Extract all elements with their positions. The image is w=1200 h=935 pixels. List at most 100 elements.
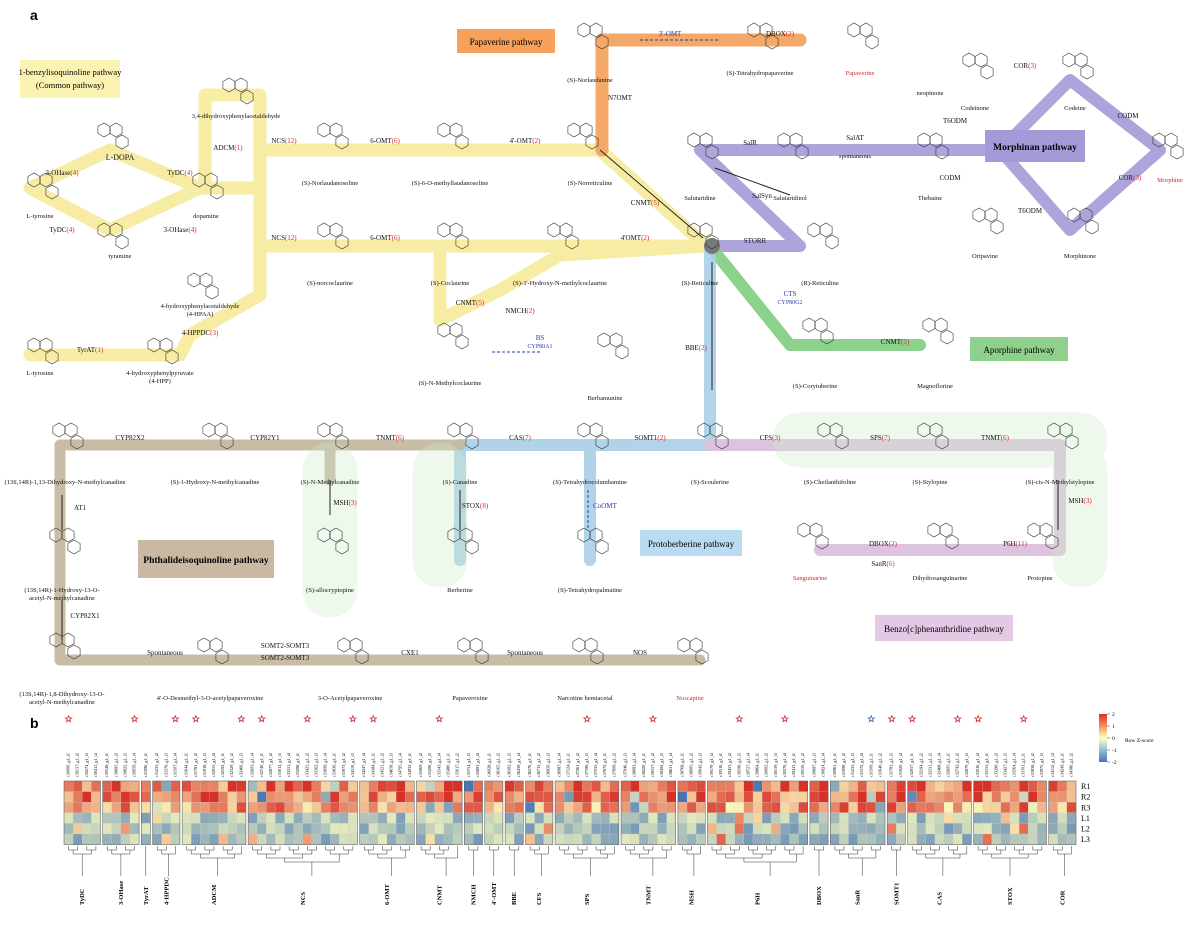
- molecule-ring: [1079, 207, 1093, 223]
- molecule-ring: [1062, 52, 1076, 68]
- compound-reticuline: (S)-Reticuline: [682, 280, 719, 287]
- dendrogram-branch: [643, 846, 654, 851]
- heatmap-cell: [141, 823, 151, 835]
- heatmap-cell: [830, 833, 840, 845]
- molecule-ring: [199, 272, 213, 288]
- gene-id-label: c39179_g1_i4: [709, 752, 714, 777]
- heatmap-cell: [161, 802, 171, 813]
- gene-id-label: c30685_g1_i2: [113, 753, 118, 777]
- gene-id-label: c38494_g1_i3: [659, 753, 664, 777]
- heatmap-cell: [1019, 780, 1029, 792]
- star-marker: [303, 714, 312, 723]
- heatmap-cell: [339, 802, 349, 813]
- molecule-ring: [705, 144, 719, 160]
- enzyme-msh-1: MSH(3): [333, 499, 357, 507]
- legend-title: Row Z-score: [1125, 738, 1154, 744]
- heatmap-cell: [200, 780, 210, 792]
- molecule-ring: [1074, 52, 1088, 68]
- papaverine-pathway-label: Papaverine pathway: [470, 37, 543, 47]
- heatmap-cell: [416, 823, 426, 835]
- heatmap-cell: [293, 833, 303, 845]
- gene-id-label: c35891_g1_i4: [475, 752, 480, 777]
- heatmap-cell: [63, 823, 74, 835]
- heatmap-cell: [311, 833, 322, 845]
- heatmap-cell: [218, 833, 228, 845]
- heatmap-cell: [1057, 802, 1068, 813]
- dendrogram-branch: [200, 854, 235, 859]
- heatmap-cell: [161, 823, 171, 835]
- heatmap-cell: [452, 802, 463, 813]
- heatmap-cell: [925, 791, 936, 803]
- heatmap-cell: [505, 823, 515, 835]
- enzyme-group-label: TyDC: [79, 888, 86, 905]
- heatmap-cell: [63, 791, 74, 803]
- heatmap-cell: [182, 812, 192, 824]
- molecule-ring: [699, 132, 713, 148]
- heatmap-cell: [657, 780, 667, 792]
- heatmap-cell: [798, 823, 808, 835]
- heatmap-cell: [227, 802, 237, 813]
- heatmap-cell: [609, 791, 620, 803]
- heatmap-cell: [887, 833, 897, 845]
- heatmap-cell: [152, 823, 162, 835]
- heatmap-cell: [396, 823, 406, 835]
- gene-id-label: c38768_g1_i1: [680, 753, 685, 777]
- enzyme-t6odm-1: T6ODM: [943, 117, 968, 125]
- heatmap-cell: [248, 812, 258, 824]
- dendrogram-branch: [682, 846, 692, 851]
- heatmap-cell: [452, 812, 463, 824]
- heatmap-cell: [1037, 780, 1047, 792]
- heatmap-cell: [73, 780, 83, 792]
- molecule-ring: [329, 527, 343, 543]
- heatmap-cell: [830, 823, 840, 835]
- heatmap-cell: [648, 791, 658, 803]
- dendrogram-branch: [839, 850, 858, 855]
- enzyme-6omt-1: 6-OMT(6): [370, 137, 400, 145]
- compound-tetrahydropapaverine: (S)-Tetrahydropapaverine: [726, 70, 793, 77]
- heatmap-cell: [991, 823, 1002, 835]
- heatmap-cell: [743, 833, 754, 845]
- compound-dihydroxynmcan: (13S,14R)-1,13-Dihydroxy-N-methylcanadin…: [5, 479, 126, 486]
- heatmap-cell: [1048, 812, 1058, 824]
- heatmap-cell: [743, 780, 754, 792]
- compound-norlaudanosoline: (S)-Norlaudanosoline: [302, 180, 358, 187]
- heatmap-cell: [473, 791, 483, 803]
- heatmap-cell: [275, 791, 285, 803]
- molecule-ring: [67, 539, 81, 555]
- heatmap-cell: [275, 802, 285, 813]
- heatmap-cell: [170, 823, 181, 835]
- enzyme-msh-2: MSH(3): [1068, 497, 1092, 505]
- molecule-ring: [97, 122, 111, 138]
- heatmap-cell: [1057, 833, 1068, 845]
- enzyme-salr: SalR: [743, 139, 757, 147]
- heatmap-cell: [284, 802, 294, 813]
- gene-id-label: c37124_g1_i1: [566, 753, 571, 777]
- enzyme-group-label: CFS: [536, 892, 543, 905]
- heatmap-cell: [73, 791, 83, 803]
- gene-id-label: c31509_g1_i1: [868, 753, 873, 777]
- compound-corytuberine: (S)-Corytuberine: [793, 383, 838, 390]
- enzyme-salat: SalAT: [846, 134, 864, 142]
- compound-hpp: 4-hydroxyphenylpyruvate: [126, 370, 194, 377]
- heatmap-cell: [386, 791, 397, 803]
- molecule-ring: [317, 222, 331, 238]
- enzyme-n7omt: N7OMT: [608, 94, 633, 102]
- heatmap-cell: [1057, 812, 1068, 824]
- heatmap-cell: [620, 812, 631, 824]
- heatmap-cell: [934, 780, 945, 792]
- gene-id-label: c31646_g1_i2: [877, 753, 882, 777]
- heatmap-cell: [1048, 802, 1058, 813]
- molecule-ring: [589, 22, 603, 38]
- gene-id-label: c33975_g1_i3: [1039, 753, 1044, 777]
- group-border: [554, 780, 620, 845]
- heatmap-cell: [887, 823, 897, 835]
- dendrogram-branch: [161, 850, 176, 855]
- molecule-ring: [929, 132, 943, 148]
- heatmap-cell: [925, 823, 936, 835]
- heatmap-cell: [582, 823, 592, 835]
- heatmap-cell: [209, 802, 219, 813]
- heatmap-cell: [493, 823, 504, 835]
- heatmap-cell: [1000, 833, 1011, 845]
- heatmap-cell: [266, 823, 276, 835]
- heatmap-cell: [368, 823, 379, 835]
